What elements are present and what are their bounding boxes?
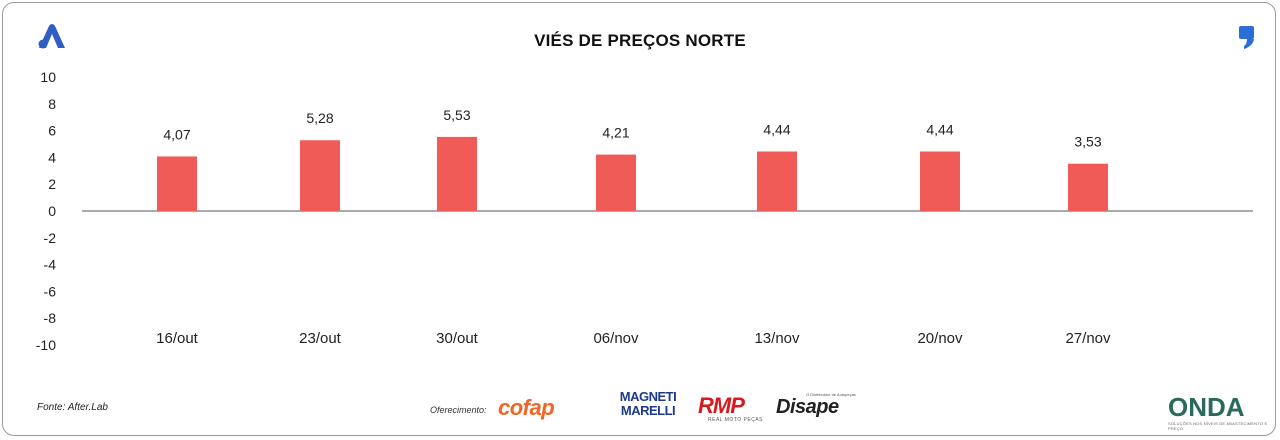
x-tick-label: 06/nov [593,330,639,347]
y-tick-label: 6 [48,123,56,139]
y-tick-label: -2 [44,230,57,246]
y-tick-label: -8 [44,310,57,326]
x-tick-label: 30/out [436,330,479,347]
y-tick-label: -4 [44,257,57,273]
y-tick-label: 2 [48,176,56,192]
data-label: 5,28 [306,110,333,126]
y-tick-label: -6 [44,283,57,299]
onda-subtitle: SOLUÇÕES NOS NÍVEIS DE ABASTECIMENTO E P… [1168,421,1268,431]
bar [596,154,636,211]
x-tick-label: 13/nov [754,330,800,347]
quote-mark-icon [1236,24,1258,55]
data-label: 4,21 [602,125,629,141]
bar [300,140,340,211]
onda-logo: ONDA [1168,392,1245,422]
data-label: 4,44 [926,122,953,138]
data-label: 3,53 [1074,134,1101,150]
x-tick-label: 27/nov [1065,330,1111,347]
magneti-marelli-logo: MAGNETI MARELLI [614,390,682,418]
y-tick-label: 0 [48,203,56,219]
brand-a-logo-icon [36,22,68,55]
y-tick-label: 8 [48,96,56,112]
x-tick-label: 20/nov [917,330,963,347]
bar [920,151,960,211]
chart-title: VIÉS DE PREÇOS NORTE [534,31,746,50]
y-tick-label: -10 [36,337,56,353]
bar [1068,163,1108,211]
disape-logo: Disape [776,396,839,418]
y-tick-label: 4 [48,149,56,165]
x-tick-label: 16/out [156,330,199,347]
source-note: Fonte: After.Lab [37,402,108,413]
magneti-line1: MAGNETI [619,389,677,404]
disape-subtitle: O Distribuidor de Autopeças [806,392,856,397]
bar [437,136,477,211]
bar [757,151,797,211]
x-tick-label: 23/out [299,330,342,347]
offer-label: Oferecimento: [430,405,487,415]
data-label: 4,44 [763,122,790,138]
rmp-subtitle: REAL MOTO PEÇAS [708,417,764,423]
data-label: 5,53 [443,107,470,123]
y-tick-label: 10 [40,69,56,85]
cofap-logo: cofap [498,395,555,420]
data-label: 4,07 [163,126,190,142]
bar [157,156,197,211]
magneti-line2: MARELLI [620,403,676,418]
rmp-logo: RMP [698,393,745,418]
